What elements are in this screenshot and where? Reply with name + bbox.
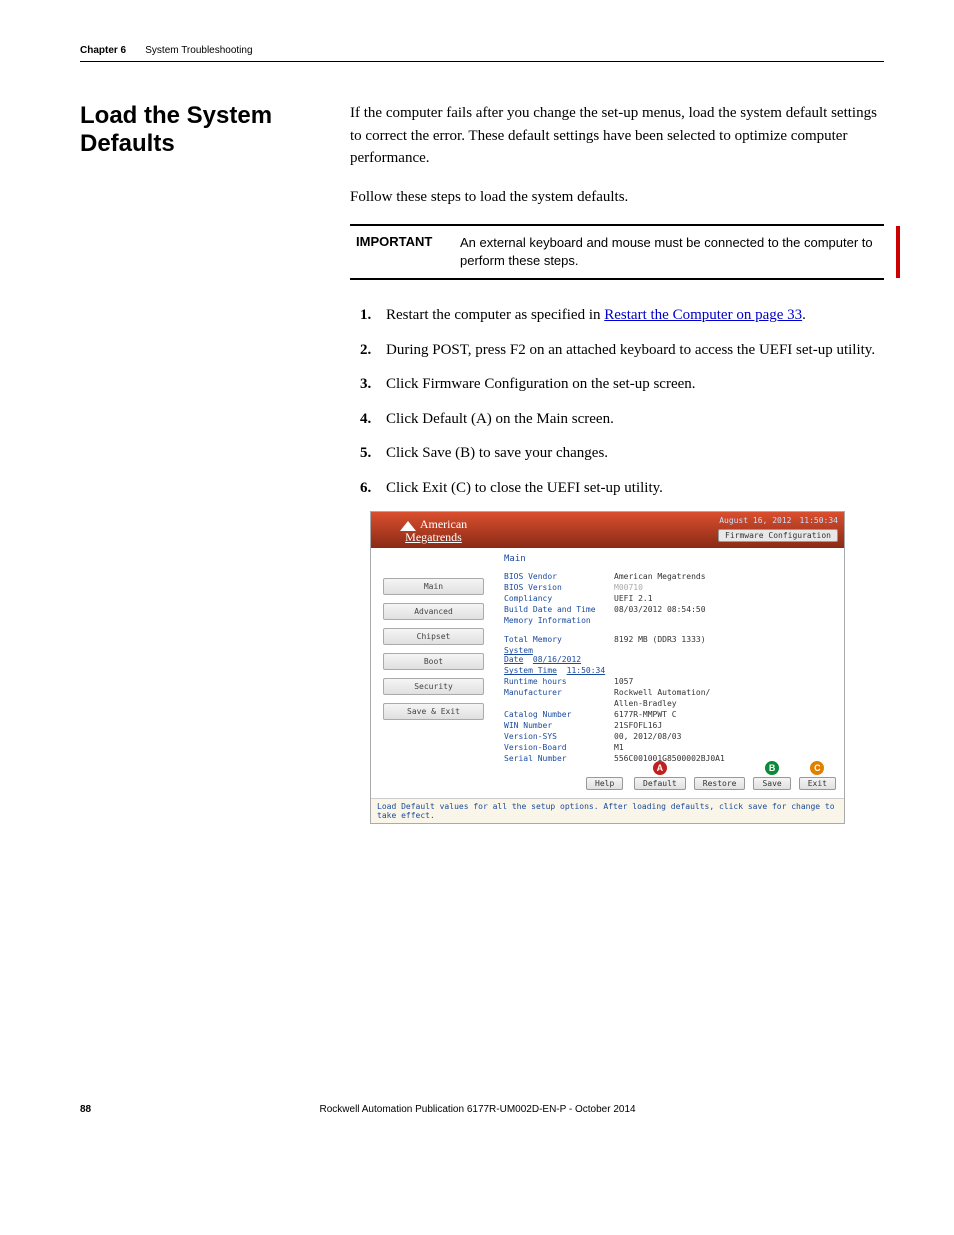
bios-status-bar: Load Default values for all the setup op…: [371, 798, 844, 823]
bios-section-title: Main: [504, 554, 836, 564]
bios-row-value: M1: [614, 743, 836, 752]
bios-row-value: 6177R-MMPWT C: [614, 710, 836, 719]
bios-row-label: Version-Board: [504, 743, 614, 752]
bios-row-value: Rockwell Automation/: [614, 688, 836, 697]
publication-id: Rockwell Automation Publication 6177R-UM…: [320, 1104, 636, 1115]
bios-row-value: American Megatrends: [614, 572, 836, 581]
bios-row-value: [614, 616, 836, 625]
step-5: Click Save (B) to save your changes.: [370, 442, 884, 465]
bios-screenshot-figure: American Megatrends August 16, 2012 11:5…: [370, 511, 845, 824]
chapter-label: Chapter 6: [80, 45, 126, 56]
bios-row-label: Catalog Number: [504, 710, 614, 719]
page-number: 88: [80, 1104, 91, 1115]
step-4: Click Default (A) on the Main screen.: [370, 408, 884, 431]
help-button-wrap: Help: [586, 777, 623, 790]
firmware-config-button[interactable]: Firmware Configuration: [718, 529, 838, 542]
intro-paragraph-2: Follow these steps to load the system de…: [350, 186, 884, 209]
step-6: Click Exit (C) to close the UEFI set-up …: [370, 477, 884, 500]
exit-button[interactable]: Exit: [799, 777, 836, 790]
bios-row-value: 8192 MB (DDR3 1333): [614, 635, 836, 644]
nav-chipset-button[interactable]: Chipset: [383, 628, 484, 645]
bios-row-value: 08/03/2012 08:54:50: [614, 605, 836, 614]
bios-row-label: BIOS Version: [504, 583, 614, 592]
save-button[interactable]: Save: [753, 777, 790, 790]
nav-advanced-button[interactable]: Advanced: [383, 603, 484, 620]
bios-datetime: August 16, 2012 11:50:34: [719, 516, 838, 525]
bios-row-label: Serial Number: [504, 754, 614, 763]
nav-security-button[interactable]: Security: [383, 678, 484, 695]
chapter-title: [130, 45, 141, 56]
bios-row-label: BIOS Vendor: [504, 572, 614, 581]
steps-list: Restart the computer as specified in Res…: [350, 304, 884, 499]
bios-row-value: 21SFOFL16J: [614, 721, 836, 730]
bios-row-label: Build Date and Time: [504, 605, 614, 614]
bios-logo: American Megatrends: [371, 512, 496, 548]
page-footer: 88 Rockwell Automation Publication 6177R…: [80, 1104, 884, 1115]
intro-paragraph-1: If the computer fails after you change t…: [350, 102, 884, 170]
marker-a: A: [653, 761, 667, 775]
marker-b: B: [765, 761, 779, 775]
bios-row-value: Allen-Bradley: [614, 699, 836, 708]
bios-footer-buttons: A Default Restore B Save C: [634, 761, 836, 790]
bios-row-value: 00, 2012/08/03: [614, 732, 836, 741]
bios-row-value: UEFI 2.1: [614, 594, 836, 603]
help-button[interactable]: Help: [586, 777, 623, 790]
change-bar: [896, 226, 900, 278]
bios-info-grid: BIOS VendorAmerican Megatrends BIOS Vers…: [504, 572, 836, 763]
bios-row-label: WIN Number: [504, 721, 614, 730]
restart-link[interactable]: Restart the Computer on page 33: [604, 307, 802, 323]
step-2: During POST, press F2 on an attached key…: [370, 339, 884, 362]
bios-main-panel: Main BIOS VendorAmerican Megatrends BIOS…: [496, 548, 844, 798]
nav-main-button[interactable]: Main: [383, 578, 484, 595]
bios-row-value: M00710: [614, 583, 836, 592]
logo-line2: Megatrends: [405, 530, 462, 544]
bios-row-label: Runtime hours: [504, 677, 614, 686]
bios-row-label: Memory Information: [504, 616, 614, 625]
bios-row-label: System Time 11:50:34: [504, 666, 614, 675]
nav-boot-button[interactable]: Boot: [383, 653, 484, 670]
bios-row-label: Total Memory: [504, 635, 614, 644]
bios-row-label: Compliancy: [504, 594, 614, 603]
marker-c: C: [810, 761, 824, 775]
bios-row-value: 1057: [614, 677, 836, 686]
page-header: Chapter 6 System Troubleshooting: [80, 40, 884, 62]
important-text: An external keyboard and mouse must be c…: [460, 234, 884, 270]
step-1: Restart the computer as specified in Res…: [370, 304, 884, 327]
nav-saveexit-button[interactable]: Save & Exit: [383, 703, 484, 720]
chapter-title-text: System Troubleshooting: [145, 45, 252, 56]
bios-row-label: System Date 08/16/2012: [504, 646, 614, 664]
section-heading: Load the System Defaults: [80, 102, 280, 158]
important-label: IMPORTANT: [350, 234, 440, 270]
restore-button[interactable]: Restore: [694, 777, 746, 790]
default-button[interactable]: Default: [634, 777, 686, 790]
bios-nav-sidebar: Main Advanced Chipset Boot Security Save…: [371, 548, 496, 798]
bios-row-label: Manufacturer: [504, 688, 614, 697]
bios-time: 11:50:34: [799, 516, 838, 525]
bios-row-label: Version-SYS: [504, 732, 614, 741]
step-1-text-a: Restart the computer as specified in: [386, 307, 604, 323]
step-3: Click Firmware Configuration on the set-…: [370, 373, 884, 396]
important-callout: IMPORTANT An external keyboard and mouse…: [350, 224, 884, 280]
bios-date: August 16, 2012: [719, 516, 791, 525]
bios-header-bar: American Megatrends August 16, 2012 11:5…: [371, 512, 844, 548]
step-1-text-b: .: [802, 307, 806, 323]
